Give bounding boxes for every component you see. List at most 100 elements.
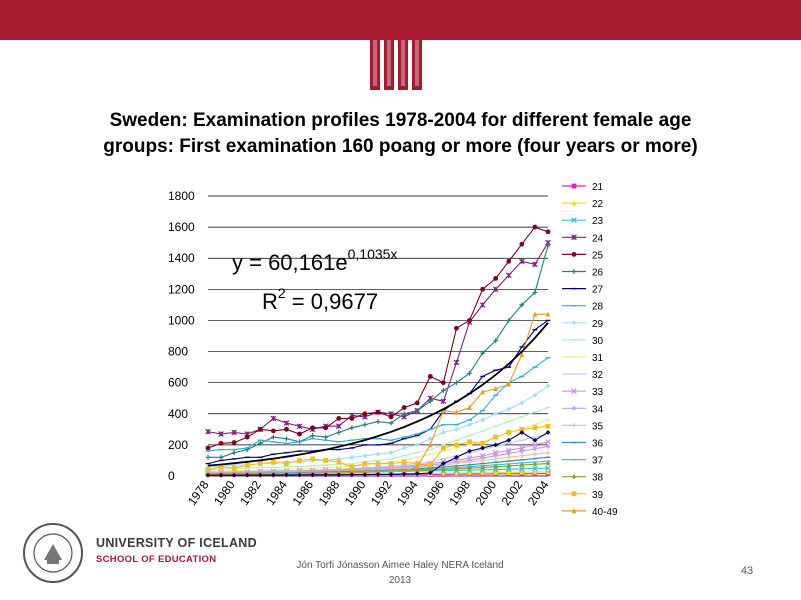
data-point — [414, 461, 420, 466]
data-point — [532, 290, 538, 295]
slide-title-line-2: groups: First examination 160 poang or m… — [103, 136, 698, 157]
data-point — [532, 311, 538, 317]
data-point — [454, 325, 459, 331]
data-point — [506, 437, 512, 443]
data-point — [427, 470, 433, 476]
data-point — [519, 430, 525, 435]
data-point — [545, 461, 551, 466]
data-point — [519, 448, 525, 454]
data-point — [310, 472, 316, 478]
data-point — [505, 272, 512, 279]
data-point — [375, 461, 381, 466]
data-point — [388, 450, 394, 456]
legend-label: 36 — [592, 439, 604, 450]
data-point — [506, 318, 512, 323]
data-point — [454, 380, 459, 386]
data-point — [401, 445, 407, 451]
data-point — [493, 464, 499, 470]
data-point — [336, 430, 342, 435]
data-point — [257, 461, 263, 466]
y-tick-label: 200 — [168, 438, 188, 452]
legend-label: 37 — [592, 456, 604, 467]
data-point — [257, 472, 263, 478]
data-point — [519, 466, 525, 472]
r-squared-exponent: 2 — [277, 285, 286, 301]
data-point — [506, 406, 512, 412]
data-point — [362, 422, 368, 428]
data-point — [532, 461, 538, 467]
x-tick-label: 1990 — [342, 478, 369, 508]
y-tick-label: 800 — [168, 345, 188, 359]
data-point — [519, 258, 525, 265]
data-point — [440, 467, 446, 472]
data-point — [493, 338, 499, 344]
data-point — [440, 398, 447, 405]
data-point — [454, 470, 459, 476]
y-tick-label: 1200 — [168, 282, 195, 296]
data-point — [375, 451, 381, 457]
y-tick-label: 600 — [168, 376, 188, 390]
data-point — [571, 320, 577, 326]
y-tick-label: 1400 — [168, 251, 195, 265]
data-point — [493, 385, 499, 392]
data-point — [414, 400, 420, 406]
data-point — [532, 392, 538, 398]
data-point — [218, 440, 224, 446]
data-point — [362, 453, 368, 459]
data-point — [414, 468, 420, 474]
data-point — [296, 423, 303, 430]
data-point — [454, 461, 459, 466]
data-point — [480, 458, 486, 463]
legend-label: 35 — [592, 421, 604, 432]
data-point — [493, 453, 499, 459]
data-point — [519, 445, 525, 451]
data-point — [401, 411, 407, 417]
data-point — [532, 261, 538, 268]
data-point — [388, 472, 394, 477]
data-point — [453, 359, 460, 366]
data-point — [284, 461, 289, 466]
data-point — [480, 440, 486, 446]
data-point — [440, 445, 446, 451]
x-tick-label: 1980 — [211, 478, 238, 508]
data-point — [414, 463, 420, 470]
data-point — [323, 434, 329, 440]
legend-label: 34 — [592, 404, 604, 415]
data-point — [401, 468, 407, 474]
slide-title-line-1: Sweden: Examination profiles 1978-2004 f… — [109, 110, 692, 131]
x-tick-label: 1988 — [316, 478, 343, 508]
data-point — [297, 458, 302, 463]
legend-label: 27 — [592, 285, 604, 296]
data-point — [467, 370, 472, 376]
data-point — [506, 258, 512, 264]
data-point — [519, 400, 525, 406]
legend-label: 32 — [592, 370, 604, 381]
data-point — [349, 464, 355, 470]
data-point — [244, 472, 250, 478]
data-point — [532, 425, 538, 431]
data-point — [231, 429, 237, 436]
data-point — [427, 398, 433, 404]
data-point — [218, 454, 224, 460]
data-point — [388, 461, 394, 466]
data-point — [270, 472, 276, 478]
data-point — [205, 467, 211, 473]
data-point — [375, 469, 381, 475]
legend-label: 40-49 — [592, 507, 618, 518]
data-point — [571, 388, 577, 395]
data-point — [519, 453, 525, 459]
data-point — [545, 430, 551, 435]
data-point — [571, 200, 577, 206]
legend-label: 39 — [592, 490, 604, 501]
data-point — [545, 465, 551, 472]
data-point — [532, 437, 538, 443]
x-tick-label: 1982 — [237, 478, 264, 508]
data-point — [493, 442, 499, 448]
data-point — [532, 465, 538, 472]
data-point — [480, 469, 486, 476]
data-point — [532, 442, 538, 448]
data-point — [545, 243, 551, 249]
data-point — [270, 434, 276, 440]
data-point — [545, 311, 551, 317]
